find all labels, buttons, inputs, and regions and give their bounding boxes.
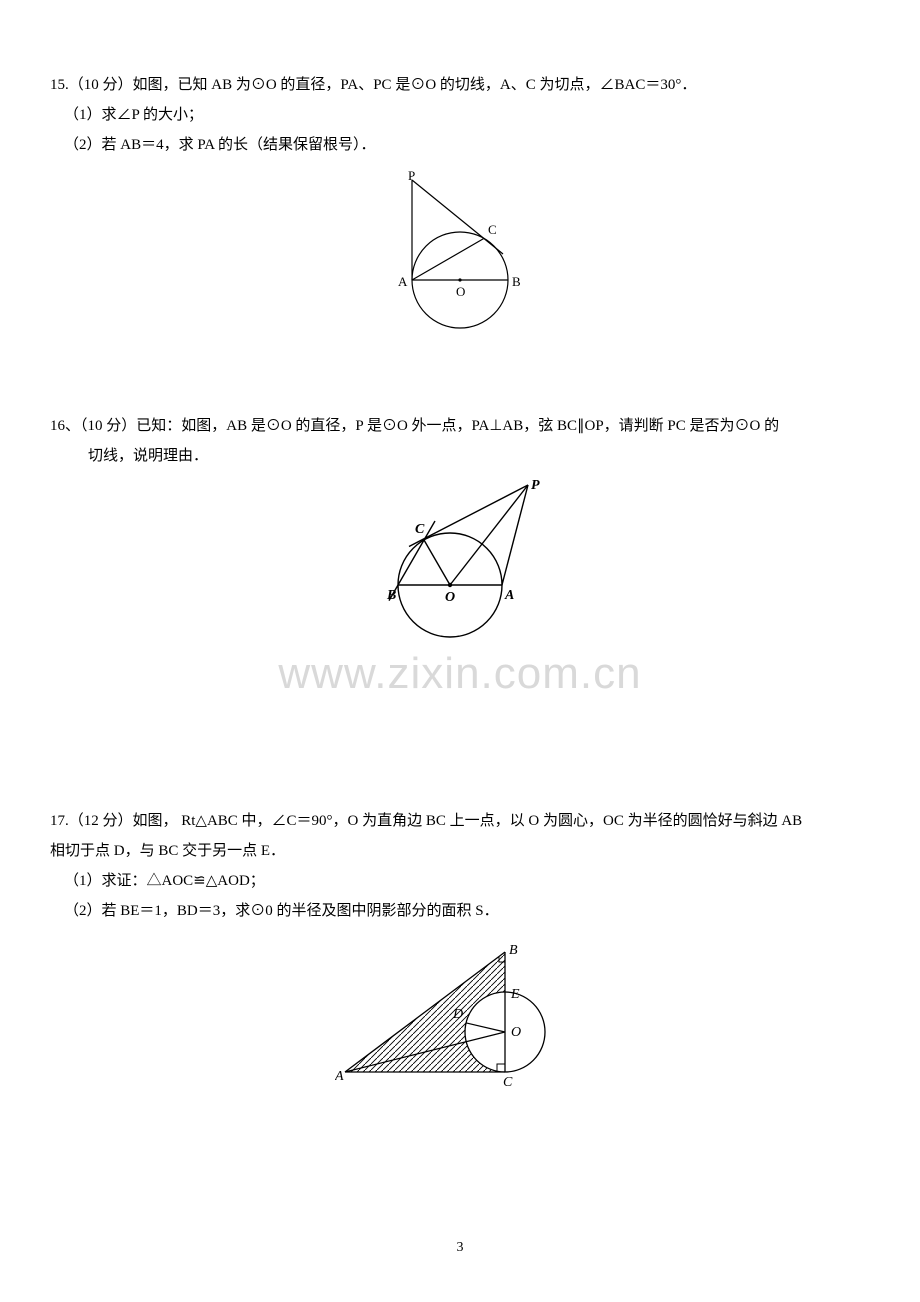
q17-sub2: （2）若 BE＝1，BD＝3，求⊙0 的半径及图中阴影部分的面积 S． xyxy=(64,896,870,926)
q17-svg: A B C O D E xyxy=(335,932,585,1092)
svg-text:O: O xyxy=(445,590,455,605)
q16-svg: P A B O C xyxy=(365,475,555,655)
page-number: 3 xyxy=(0,1234,920,1262)
svg-text:A: A xyxy=(398,274,408,289)
q15-svg: P A B O C xyxy=(380,170,540,340)
q15-stem: 15.（10 分）如图，已知 AB 为⊙O 的直径，PA、PC 是⊙O 的切线，… xyxy=(50,70,870,100)
q16-stem-l2: 切线，说明理由． xyxy=(88,441,870,471)
svg-text:E: E xyxy=(510,987,520,1002)
svg-text:C: C xyxy=(503,1075,513,1090)
q16-figure: P A B O C xyxy=(50,475,870,666)
svg-text:B: B xyxy=(386,588,396,603)
svg-text:C: C xyxy=(415,522,425,537)
q17-stem-l1: 17.（12 分）如图， Rt△ABC 中，∠C＝90°，O 为直角边 BC 上… xyxy=(50,806,870,836)
q16-stem-l1: 16、（10 分）已知：如图，AB 是⊙O 的直径，P 是⊙O 外一点，PA⊥A… xyxy=(50,411,870,441)
svg-text:A: A xyxy=(504,588,514,603)
q15-sub1: （1）求∠P 的大小； xyxy=(64,100,870,130)
page: 15.（10 分）如图，已知 AB 为⊙O 的直径，PA、PC 是⊙O 的切线，… xyxy=(0,0,920,1302)
q15-sub2: （2）若 AB＝4，求 PA 的长（结果保留根号）． xyxy=(64,130,870,160)
svg-text:A: A xyxy=(335,1069,344,1084)
svg-text:B: B xyxy=(509,943,518,958)
q17-figure: A B C O D E xyxy=(50,932,870,1103)
svg-text:O: O xyxy=(456,284,465,299)
spacer xyxy=(50,666,870,806)
q17-sub1: （1）求证：△AOC≌△AOD； xyxy=(64,866,870,896)
q17-stem-l2: 相切于点 D，与 BC 交于另一点 E． xyxy=(50,836,870,866)
svg-text:O: O xyxy=(511,1025,521,1040)
svg-text:D: D xyxy=(452,1007,463,1022)
q15-figure: P A B O C xyxy=(50,170,870,351)
svg-text:B: B xyxy=(512,274,521,289)
svg-text:C: C xyxy=(488,222,497,237)
svg-text:P: P xyxy=(408,170,415,183)
svg-text:P: P xyxy=(531,478,540,493)
